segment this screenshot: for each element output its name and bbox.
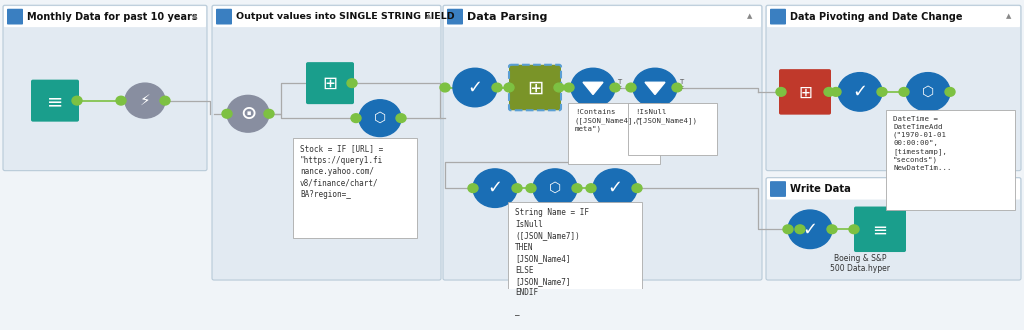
Circle shape bbox=[831, 87, 841, 96]
Text: F: F bbox=[617, 86, 621, 92]
FancyBboxPatch shape bbox=[3, 5, 207, 171]
Circle shape bbox=[610, 83, 620, 92]
Text: ✓: ✓ bbox=[487, 179, 503, 197]
FancyBboxPatch shape bbox=[508, 202, 642, 311]
FancyBboxPatch shape bbox=[443, 5, 762, 280]
Text: Write Data: Write Data bbox=[790, 184, 851, 194]
Circle shape bbox=[899, 87, 909, 96]
Text: Stock = IF [URL] =
"https://query1.fi
nance.yahoo.com/
v8/finance/chart/
BA?regi: Stock = IF [URL] = "https://query1.fi na… bbox=[300, 145, 383, 199]
Text: !IsNull
([JSON_Name4]): !IsNull ([JSON_Name4]) bbox=[635, 109, 698, 124]
Circle shape bbox=[586, 184, 596, 192]
Circle shape bbox=[534, 169, 577, 207]
FancyBboxPatch shape bbox=[444, 6, 761, 27]
Circle shape bbox=[116, 96, 126, 105]
Text: ✓: ✓ bbox=[852, 83, 867, 101]
FancyBboxPatch shape bbox=[509, 65, 561, 110]
Circle shape bbox=[633, 68, 677, 107]
Text: String Name = IF
IsNull
([JSON_Name7])
THEN
[JSON_Name4]
ELSE
[JSON_Name7]
ENDIF: String Name = IF IsNull ([JSON_Name7]) T… bbox=[515, 208, 589, 320]
Text: ≡: ≡ bbox=[47, 92, 63, 111]
Circle shape bbox=[125, 83, 165, 118]
FancyBboxPatch shape bbox=[854, 207, 906, 252]
Text: T: T bbox=[679, 79, 683, 85]
Circle shape bbox=[849, 225, 859, 234]
Text: ✓: ✓ bbox=[607, 179, 623, 197]
Text: T: T bbox=[617, 79, 622, 85]
FancyBboxPatch shape bbox=[770, 181, 786, 197]
Text: ⊞: ⊞ bbox=[323, 75, 338, 93]
Circle shape bbox=[222, 109, 232, 118]
Circle shape bbox=[877, 87, 887, 96]
Text: Data Parsing: Data Parsing bbox=[467, 12, 548, 22]
Circle shape bbox=[776, 87, 786, 96]
Circle shape bbox=[672, 83, 682, 92]
Circle shape bbox=[526, 184, 536, 192]
Text: ▲: ▲ bbox=[1007, 186, 1012, 192]
Text: ✓: ✓ bbox=[803, 220, 817, 238]
FancyBboxPatch shape bbox=[306, 62, 354, 104]
FancyBboxPatch shape bbox=[213, 6, 440, 27]
Text: Data Pivoting and Date Change: Data Pivoting and Date Change bbox=[790, 12, 963, 22]
Text: ▲: ▲ bbox=[748, 14, 753, 19]
Polygon shape bbox=[645, 82, 665, 94]
FancyBboxPatch shape bbox=[767, 6, 1020, 27]
FancyBboxPatch shape bbox=[447, 9, 463, 24]
Circle shape bbox=[783, 225, 793, 234]
FancyBboxPatch shape bbox=[628, 103, 717, 155]
Text: ▲: ▲ bbox=[426, 14, 432, 19]
Text: !Contains
([JSON_Name4],"
meta"): !Contains ([JSON_Name4]," meta") bbox=[575, 109, 642, 132]
FancyBboxPatch shape bbox=[766, 5, 1021, 171]
Circle shape bbox=[264, 109, 274, 118]
Text: ✓: ✓ bbox=[467, 79, 482, 96]
Circle shape bbox=[554, 83, 564, 92]
Circle shape bbox=[473, 169, 517, 207]
Text: ⊞: ⊞ bbox=[526, 79, 543, 98]
Circle shape bbox=[72, 96, 82, 105]
FancyBboxPatch shape bbox=[31, 80, 79, 122]
FancyBboxPatch shape bbox=[216, 9, 232, 24]
Text: ≡: ≡ bbox=[872, 221, 888, 239]
Text: ⬡: ⬡ bbox=[922, 85, 934, 99]
Circle shape bbox=[788, 210, 831, 248]
Circle shape bbox=[453, 68, 497, 107]
Text: ⬡: ⬡ bbox=[549, 181, 561, 195]
Text: ⬡: ⬡ bbox=[374, 111, 386, 125]
Circle shape bbox=[227, 95, 269, 132]
Circle shape bbox=[347, 79, 357, 87]
Circle shape bbox=[945, 87, 955, 96]
FancyBboxPatch shape bbox=[779, 69, 831, 115]
Circle shape bbox=[359, 100, 401, 137]
Text: ▲: ▲ bbox=[1007, 14, 1012, 19]
Circle shape bbox=[512, 184, 522, 192]
Circle shape bbox=[492, 83, 502, 92]
Text: F: F bbox=[679, 86, 683, 92]
Text: ⊙: ⊙ bbox=[240, 104, 256, 123]
Circle shape bbox=[632, 184, 642, 192]
Circle shape bbox=[468, 184, 478, 192]
Polygon shape bbox=[583, 82, 603, 94]
Circle shape bbox=[572, 184, 582, 192]
Circle shape bbox=[795, 225, 805, 234]
FancyBboxPatch shape bbox=[770, 9, 786, 24]
Circle shape bbox=[160, 96, 170, 105]
FancyBboxPatch shape bbox=[7, 9, 23, 24]
Circle shape bbox=[440, 83, 450, 92]
Text: ⚡: ⚡ bbox=[139, 93, 151, 108]
Text: Boeing & S&P
500 Data.hyper: Boeing & S&P 500 Data.hyper bbox=[830, 254, 890, 273]
FancyBboxPatch shape bbox=[293, 138, 417, 238]
Circle shape bbox=[824, 87, 834, 96]
FancyBboxPatch shape bbox=[767, 179, 1020, 200]
Circle shape bbox=[571, 68, 615, 107]
Circle shape bbox=[626, 83, 636, 92]
Text: DateTime =
DateTimeAdd
("1970-01-01
00:00:00",
[timestamp],
"seconds")
NewDateTi: DateTime = DateTimeAdd ("1970-01-01 00:0… bbox=[893, 116, 951, 171]
Text: ⊞: ⊞ bbox=[798, 84, 812, 102]
FancyBboxPatch shape bbox=[766, 178, 1021, 280]
Circle shape bbox=[396, 114, 406, 122]
Circle shape bbox=[593, 169, 637, 207]
FancyBboxPatch shape bbox=[4, 6, 206, 27]
FancyBboxPatch shape bbox=[886, 110, 1015, 210]
FancyBboxPatch shape bbox=[568, 103, 660, 164]
Circle shape bbox=[564, 83, 574, 92]
Circle shape bbox=[906, 73, 950, 111]
Text: ▲: ▲ bbox=[193, 14, 198, 19]
FancyBboxPatch shape bbox=[212, 5, 441, 280]
